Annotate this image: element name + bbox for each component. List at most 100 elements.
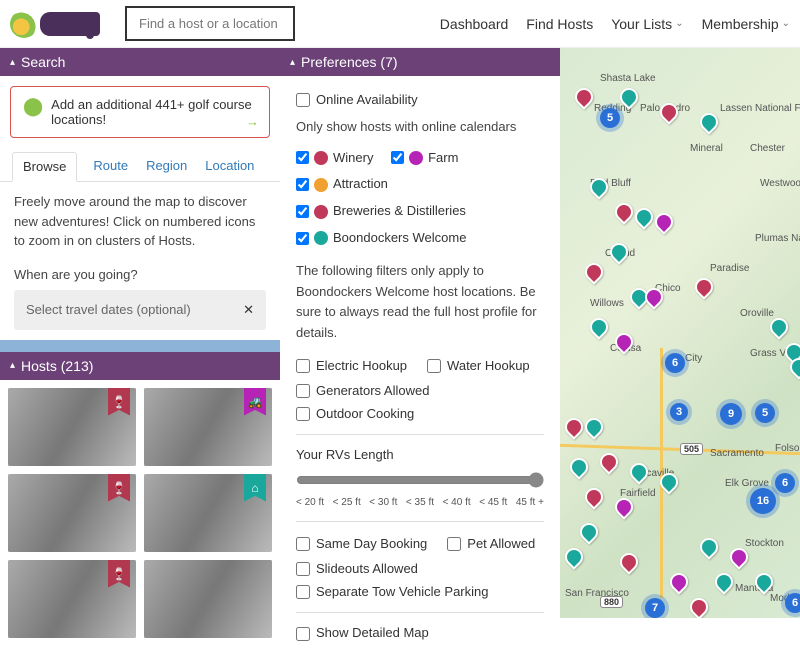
lbl: Separate Tow Vehicle Parking [316,582,488,603]
map-pin-bd[interactable] [606,239,631,264]
nav-dashboard[interactable]: Dashboard [440,16,509,32]
map-pin-bd[interactable] [696,534,721,559]
map-pin-bd[interactable] [561,544,586,569]
hosts-panel: ▴Hosts (213) 🍷 🚜 🍷 ⌂ 🍷 [0,352,280,646]
tab-location[interactable]: Location [203,152,256,181]
map-pin-farm[interactable] [666,569,691,594]
city-label: Westwood [760,178,800,189]
farm-icon [409,151,423,165]
map-pin-wine[interactable] [686,594,711,618]
detailed-map-checkbox[interactable]: Show Detailed Map [296,623,544,644]
nav-find-hosts[interactable]: Find Hosts [526,16,593,32]
map-cluster[interactable]: 5 [600,108,620,128]
map-pin-wine[interactable] [581,259,606,284]
host-card[interactable]: 🍷 [8,388,136,466]
map-pin-bd[interactable] [576,519,601,544]
map-pin-bd[interactable] [711,569,736,594]
preferences-header[interactable]: ▴Preferences (7) [280,48,560,76]
search-input[interactable]: Find a host or a location [125,6,295,41]
map-cluster[interactable]: 5 [755,403,775,423]
map-pin-bd[interactable] [586,314,611,339]
cat-label: Winery [333,148,373,169]
arrow-right-icon: → [246,114,259,129]
promo-banner[interactable]: ⬤ Add an additional 441+ golf course loc… [10,86,270,138]
online-availability-checkbox[interactable]: Online Availability [296,90,544,111]
tab-browse[interactable]: Browse [12,152,77,182]
cat-attraction[interactable]: Attraction [296,174,388,195]
hosts-panel-header[interactable]: ▴Hosts (213) [0,352,280,380]
map-cluster[interactable]: 9 [720,403,742,425]
logo[interactable] [10,9,105,39]
map-pin-bd[interactable] [626,459,651,484]
electric-hookup-checkbox[interactable]: Electric Hookup [296,356,407,377]
nav-your-lists[interactable]: Your Lists⌄ [611,16,683,32]
host-card[interactable]: 🍷 [8,474,136,552]
map-cluster[interactable]: 6 [775,473,795,493]
collapse-icon: ▴ [10,360,15,371]
clear-icon[interactable]: ✕ [243,300,254,320]
tick: < 35 ft [406,495,434,511]
host-card[interactable]: 🚜 [144,388,272,466]
map-pin-wine[interactable] [596,449,621,474]
nav-membership[interactable]: Membership⌄ [702,16,790,32]
category-filters: Winery Farm Attraction Breweries & Disti… [296,148,544,255]
city-label: Paradise [710,263,749,274]
host-card[interactable]: 🍷 [8,560,136,638]
map-cluster[interactable]: 6 [785,593,800,613]
browse-tab-body: Freely move around the map to discover n… [0,182,280,340]
map-cluster[interactable]: 7 [645,598,665,618]
preferences-body: Online Availability Only show hosts with… [280,76,560,658]
map-pin-wine[interactable] [611,199,636,224]
host-card[interactable]: ⌂ [144,474,272,552]
city-label: Willows [590,298,624,309]
cat-winery[interactable]: Winery [296,148,373,169]
map-pin-wine[interactable] [561,414,586,439]
rv-length-slider[interactable] [296,472,544,488]
city-label: Sacramento [710,448,764,459]
tab-region[interactable]: Region [144,152,189,181]
cat-farm[interactable]: Farm [391,148,458,169]
lbl: Show Detailed Map [316,623,429,644]
outdoor-cooking-checkbox[interactable]: Outdoor Cooking [296,404,544,425]
water-hookup-checkbox[interactable]: Water Hookup [427,356,530,377]
tick: 45 ft + [516,495,544,511]
cat-breweries[interactable]: Breweries & Distilleries [296,201,466,222]
map-pin-bd[interactable] [566,454,591,479]
collapse-icon: ▴ [290,57,295,68]
map-pin-bd[interactable] [581,414,606,439]
map-pin-wine[interactable] [581,484,606,509]
pet-allowed-checkbox[interactable]: Pet Allowed [447,534,535,555]
same-day-checkbox[interactable]: Same Day Booking [296,534,427,555]
city-label: Folsom [775,443,800,454]
host-card[interactable] [144,560,272,638]
map-pin-wine[interactable] [616,549,641,574]
map-cluster[interactable]: 16 [750,488,776,514]
header: Find a host or a location Dashboard Find… [0,0,800,48]
map-pin-bd[interactable] [696,109,721,134]
rv-length-label: Your RVs Length [296,445,544,466]
map-cluster[interactable]: 6 [665,353,685,373]
map-cluster[interactable]: 3 [670,403,688,421]
tick: < 20 ft [296,495,324,511]
map-pin-bd[interactable] [631,204,656,229]
city-label: Mineral [690,143,723,154]
tab-route[interactable]: Route [91,152,130,181]
map-pin-wine[interactable] [571,84,596,109]
date-question: When are you going? [14,265,266,285]
tow-vehicle-checkbox[interactable]: Separate Tow Vehicle Parking [296,582,544,603]
farm-badge-icon: 🚜 [244,388,266,416]
date-input[interactable]: Select travel dates (optional) ✕ [14,290,266,330]
slideouts-checkbox[interactable]: Slideouts Allowed [296,559,544,580]
pin-icon: ⬤ [23,97,43,115]
search-panel-header[interactable]: ▴Search [0,48,280,76]
map[interactable]: 505 880 Shasta LakeReddingPalo CedroLass… [560,48,800,618]
route-shield: 505 [680,443,703,455]
map-pin-farm[interactable] [651,209,676,234]
search-panel-body: ⬤ Add an additional 441+ golf course loc… [0,76,280,340]
city-label: Oroville [740,308,774,319]
generators-checkbox[interactable]: Generators Allowed [296,381,544,402]
lbl: Water Hookup [447,356,530,377]
map-pin-wine[interactable] [691,274,716,299]
cat-boondockers[interactable]: Boondockers Welcome [296,228,466,249]
city-label: Stockton [745,538,784,549]
